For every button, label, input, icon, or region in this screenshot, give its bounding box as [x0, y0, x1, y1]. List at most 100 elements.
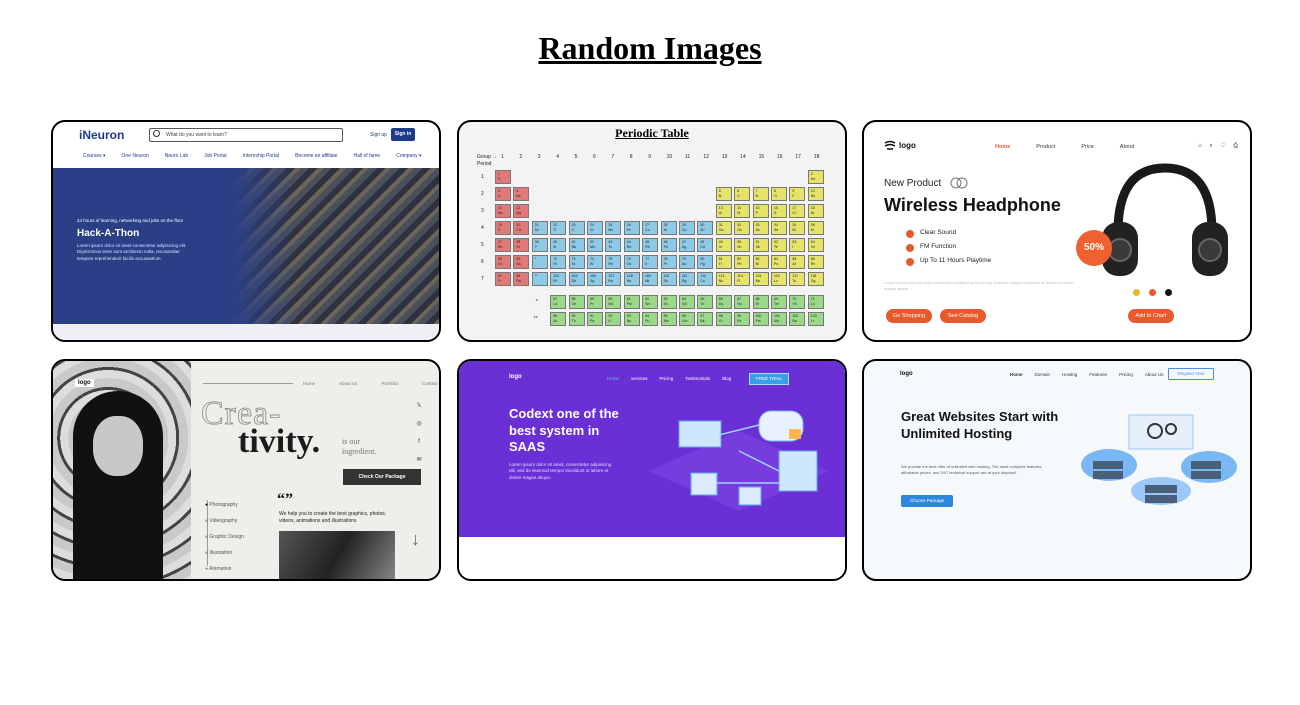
service-item: ● Graphic Design [205, 534, 244, 540]
element-cell: 57 La [550, 295, 567, 309]
element-cell: 60 Nd [605, 295, 622, 309]
element-cell: * [531, 255, 548, 269]
period-label: Period [477, 161, 492, 167]
register-now-button: Register Now [1168, 368, 1214, 380]
nav-item: Pricing [1119, 372, 1133, 377]
period-number: 4 [481, 225, 484, 231]
element-cell: 28 Ni [660, 221, 677, 235]
element-cell: ** [531, 272, 548, 286]
element-cell: 74 W [587, 255, 603, 269]
element-cell: 72 Hf [550, 255, 567, 269]
image-card-creativity[interactable]: logo Home About Us Portfolio Contact Cre… [51, 359, 441, 581]
image-card-periodic-table[interactable]: Periodic Table Group → Period 1 2 3 4 5 6 7 8 9 10 1… [457, 120, 847, 342]
element-cell: 70 Yb [789, 295, 806, 309]
creativity-bold-word: tivity. [238, 423, 321, 460]
nav-item: Home [607, 376, 620, 381]
ineuron-nav-item: Job Portal [204, 153, 227, 159]
element-cell: 47 Ag [679, 238, 695, 252]
ineuron-nav-item: Become an affiliate [295, 153, 338, 159]
group-number: 10 [666, 154, 673, 160]
element-cell: 97 Bk [697, 312, 714, 326]
discount-badge: 50% [1076, 230, 1112, 266]
scroll-down-arrow-icon: ↓ [411, 529, 420, 549]
element-cell: 59 Pr [587, 295, 603, 309]
element-cell: 12 Mg [513, 204, 530, 218]
check-package-button: Check Our Package [343, 469, 421, 485]
ineuron-hero-title: Hack-A-Thon [77, 228, 140, 239]
period-number: 5 [481, 242, 484, 248]
headphone-image [1102, 163, 1228, 276]
headphone-description: Lorem ipsum dolor sit amet consectetur a… [884, 280, 1074, 291]
creativity-logo: logo [75, 379, 94, 387]
element-cell: 37 Rb [495, 238, 511, 252]
element-cell: 23 V [568, 221, 585, 235]
element-cell: 113 Nh [715, 272, 732, 286]
nav-item: services [631, 376, 648, 381]
search-icon [153, 130, 160, 137]
element-cell: 18 Ar [807, 204, 824, 218]
element-cell: 10 Ne [807, 187, 824, 201]
saas-title: Codext one of the best system in SAAS [509, 406, 619, 454]
element-cell: 68 Er [752, 295, 769, 309]
creativity-description: We help you to create the best graphics,… [279, 511, 387, 524]
element-cell: 66 Dy [715, 295, 732, 309]
group-number: 17 [795, 154, 801, 160]
element-cell: 103 Lr [807, 312, 824, 326]
creativity-nav: Home About Us Portfolio Contact [303, 381, 438, 386]
element-cell: 94 Pu [642, 312, 659, 326]
element-cell: 95 Am [660, 312, 677, 326]
element-cell: 58 Ce [568, 295, 585, 309]
element-cell: 116 Lv [771, 272, 787, 286]
image-card-hosting[interactable]: logo Home Domain Hosting Features Pricin… [862, 359, 1252, 581]
element-cell: 75 Re [605, 255, 622, 269]
element-cell: 82 Pb [734, 255, 751, 269]
feature-bullet-icon [906, 244, 914, 252]
element-cell: 88 Ra [513, 272, 530, 286]
nav-item: About Us [339, 381, 358, 386]
element-cell: 93 Np [623, 312, 640, 326]
element-cell: 41 Nb [568, 238, 585, 252]
group-number: 13 [721, 154, 728, 160]
ineuron-nav-item: Hall of fame [353, 153, 381, 159]
element-cell: 65 Tb [697, 295, 714, 309]
element-cell: 50 Sn [734, 238, 751, 252]
nav-item: About Us [1144, 372, 1164, 377]
element-cell: 108 Hs [623, 272, 640, 286]
nav-item: Portfolio [381, 381, 399, 386]
image-card-ineuron[interactable]: iNeuron What do you want to learn? Sign … [51, 120, 441, 342]
element-cell: 45 Rh [642, 238, 659, 252]
element-cell: 40 Zr [550, 238, 567, 252]
element-cell: 104 Rf [550, 272, 567, 286]
saas-description: Lorem ipsum dolor sit amet, consectetur … [509, 462, 612, 480]
element-cell: 105 Db [568, 272, 585, 286]
group-number: 9 [648, 154, 651, 160]
feature-item: Up To 11 Hours Playtime [920, 257, 992, 264]
headphone-logo: logo [899, 141, 916, 150]
element-cell: 83 Bi [752, 255, 769, 269]
element-cell: 20 Ca [513, 221, 530, 235]
ineuron-signin-button: Sign in [391, 128, 415, 141]
element-cell: 26 Fe [623, 221, 640, 235]
group-number: 15 [758, 154, 765, 160]
ineuron-nav-item: Company ▾ [396, 153, 422, 159]
instagram-icon: ◎ [416, 421, 422, 427]
saas-footer-strip [459, 537, 845, 579]
choose-package-button: Choose Package [901, 495, 953, 507]
element-cell: 91 Pa [587, 312, 603, 326]
element-cell: 11 Na [495, 204, 511, 218]
color-swatch-orange [1149, 289, 1156, 296]
image-card-headphone[interactable]: logo Home Product Price About ⌂ ⌕ ♡ ⎙ Ne… [862, 120, 1252, 342]
see-catalog-button: See Catalog [940, 309, 986, 323]
element-cell: 92 U [605, 312, 622, 326]
header-icons: ⌂ ⌕ ♡ ⎙ [1198, 143, 1242, 149]
image-card-saas[interactable]: logo Home services Pricing Testimonials … [457, 359, 847, 581]
feature-item: FM Function [920, 243, 957, 250]
element-cell: 4 Be [513, 187, 530, 201]
nav-item: Blog [722, 376, 732, 381]
feature-bullet-icon [906, 258, 914, 266]
ineuron-hero-text: Lorem ipsum dolor sit amet consectetur a… [77, 243, 187, 261]
hosting-description: We provide the best offer of unlimited w… [901, 464, 1043, 475]
logo-icon [884, 140, 896, 150]
group-number: 4 [556, 154, 559, 160]
